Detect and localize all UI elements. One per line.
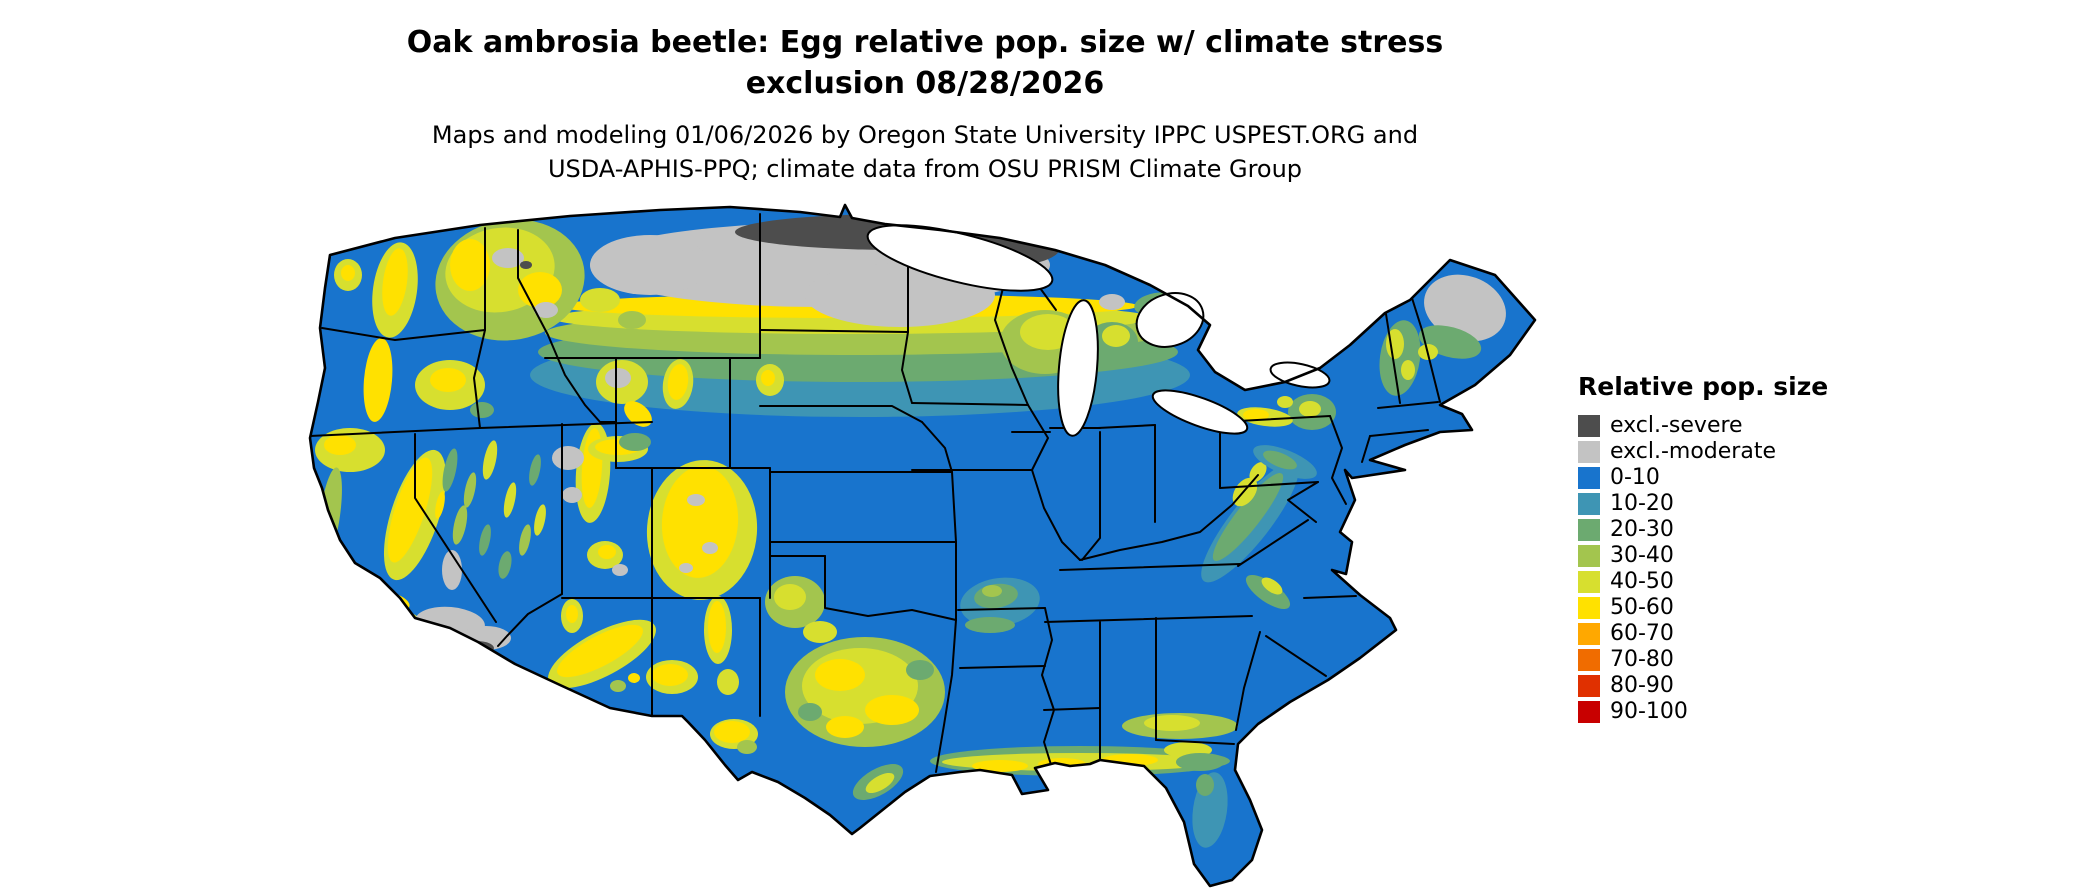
- legend-label: 90-100: [1610, 699, 1688, 724]
- great-lakes: [866, 224, 1331, 437]
- legend-item: 90-100: [1578, 699, 1828, 725]
- legend-label: 40-50: [1610, 569, 1674, 594]
- legend-label: 20-30: [1610, 517, 1674, 542]
- legend-item: 70-80: [1578, 647, 1828, 673]
- legend-swatch: [1578, 415, 1600, 437]
- legend-swatch: [1578, 701, 1600, 723]
- legend-label: 60-70: [1610, 621, 1674, 646]
- legend-swatch: [1578, 675, 1600, 697]
- legend-item: excl.-severe: [1578, 413, 1828, 439]
- legend-swatch: [1578, 519, 1600, 541]
- legend-item: 30-40: [1578, 543, 1828, 569]
- legend-item: 0-10: [1578, 465, 1828, 491]
- legend: Relative pop. size excl.-severe excl.-mod…: [1578, 372, 1828, 725]
- legend-swatch: [1578, 545, 1600, 567]
- legend-swatch: [1578, 571, 1600, 593]
- legend-swatch: [1578, 649, 1600, 671]
- map-title-line2: exclusion 08/28/2026: [745, 66, 1105, 102]
- legend-label: 70-80: [1610, 647, 1674, 672]
- map-title: Oak ambrosia beetle: Egg relative pop. s…: [0, 22, 1850, 105]
- legend-items: excl.-severe excl.-moderate 0-10 10-20 20-30…: [1578, 413, 1828, 725]
- legend-label: excl.-moderate: [1610, 439, 1776, 464]
- legend-item: excl.-moderate: [1578, 439, 1828, 465]
- legend-item: 50-60: [1578, 595, 1828, 621]
- legend-label: excl.-severe: [1610, 413, 1743, 438]
- legend-title: Relative pop. size: [1578, 372, 1829, 401]
- legend-swatch: [1578, 441, 1600, 463]
- legend-item: 80-90: [1578, 673, 1828, 699]
- legend-item: 40-50: [1578, 569, 1828, 595]
- legend-label: 50-60: [1610, 595, 1674, 620]
- map-title-line1: Oak ambrosia beetle: Egg relative pop. s…: [406, 25, 1444, 60]
- legend-label: 30-40: [1610, 543, 1674, 568]
- legend-swatch: [1578, 493, 1600, 515]
- legend-swatch: [1578, 597, 1600, 619]
- state-borders: [310, 213, 1441, 773]
- legend-item: 20-30: [1578, 517, 1828, 543]
- map-subtitle: Maps and modeling 01/06/2026 by Oregon S…: [0, 118, 1850, 186]
- map-canvas: [300, 170, 1560, 892]
- map-subtitle-line1: Maps and modeling 01/06/2026 by Oregon S…: [431, 121, 1419, 149]
- lake-erie: [1151, 389, 1249, 435]
- legend-label: 10-20: [1610, 491, 1674, 516]
- map-subtitle-line2: USDA-APHIS-PPQ; climate data from OSU PR…: [547, 155, 1303, 184]
- map-raster-patches: [310, 213, 1506, 848]
- legend-label: 80-90: [1610, 673, 1674, 698]
- us-map: [308, 203, 1537, 888]
- legend-label: 0-10: [1610, 465, 1660, 490]
- lake-michigan: [1057, 299, 1099, 437]
- legend-swatch: [1578, 623, 1600, 645]
- legend-swatch: [1578, 467, 1600, 489]
- legend-item: 60-70: [1578, 621, 1828, 647]
- legend-item: 10-20: [1578, 491, 1828, 517]
